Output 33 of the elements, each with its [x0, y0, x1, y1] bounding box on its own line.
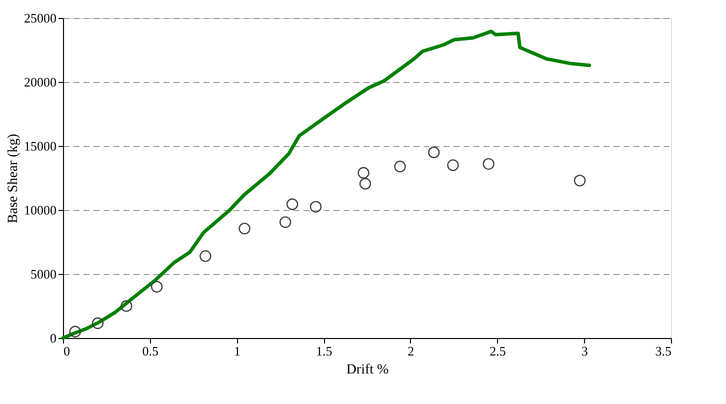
- x-tick-label: 3: [581, 344, 588, 358]
- x-tick-label: 2: [408, 344, 414, 358]
- point: [280, 216, 292, 228]
- x-tick-label: 0.5: [142, 344, 158, 358]
- point: [447, 159, 459, 172]
- line-series: [61, 30, 592, 340]
- y-tick-label: 20000: [24, 74, 56, 90]
- point: [428, 146, 440, 158]
- y-tick-label: 10000: [24, 202, 56, 218]
- y-axis-title: Base Shear (kg): [6, 133, 21, 224]
- x-tick-label: 1: [234, 344, 240, 358]
- x-tick-label: 0: [64, 344, 70, 358]
- point: [92, 317, 104, 330]
- point: [394, 160, 406, 172]
- point: [200, 250, 212, 262]
- point: [238, 222, 250, 234]
- point: [286, 198, 298, 210]
- point: [482, 158, 494, 170]
- point: [310, 200, 322, 213]
- x-axis-title: Drift %: [346, 362, 390, 378]
- point: [358, 167, 370, 179]
- x-tick-label: 1.5: [316, 344, 332, 358]
- point: [69, 326, 82, 338]
- point: [574, 174, 586, 186]
- x-tick-label: 2.5: [490, 344, 506, 358]
- point: [120, 300, 132, 312]
- y-tick-label: 15000: [24, 138, 56, 154]
- y-tick-label: 5000: [30, 266, 56, 282]
- x-tick-label: 3.5: [655, 344, 672, 358]
- y-tick-label: 25000: [24, 10, 56, 26]
- point: [359, 178, 372, 190]
- point: [150, 280, 163, 293]
- y-tick-label: 0: [50, 330, 56, 346]
